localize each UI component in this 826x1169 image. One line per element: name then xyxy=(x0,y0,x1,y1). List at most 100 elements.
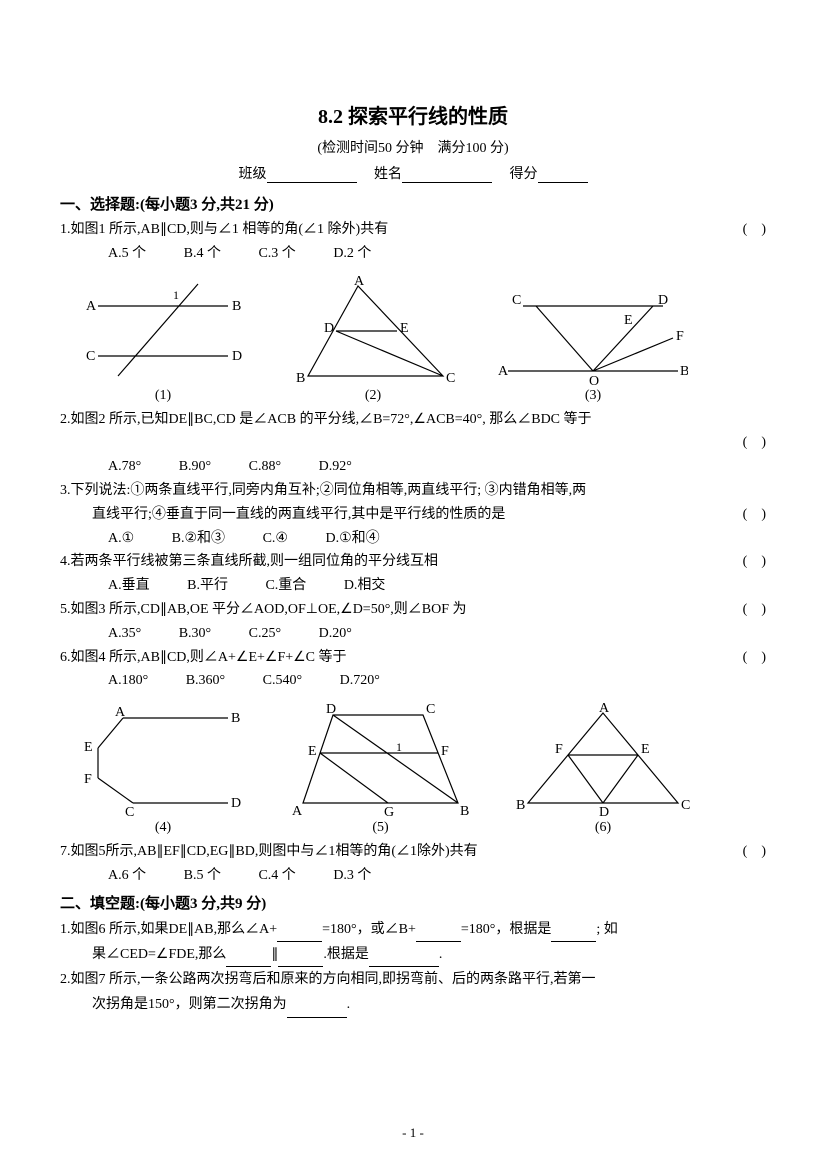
fig4-cap: (4) xyxy=(78,820,248,836)
fig5-cap: (5) xyxy=(288,820,473,836)
q5-options: A.35° B.30° C.25° D.20° xyxy=(60,622,766,646)
s2q1-c: =180°，根据是 xyxy=(461,922,552,937)
q5-paren: ( ) xyxy=(761,598,766,622)
fig6-E: E xyxy=(641,742,650,757)
figures-row-2: A B E F C D (4) D C A B E F G 1 (5) xyxy=(78,703,766,836)
score-label: 得分 xyxy=(510,167,538,182)
fig2-D: D xyxy=(324,321,334,336)
fig1-B: B xyxy=(232,299,241,314)
q2-c: C.88° xyxy=(249,455,281,479)
fig2-svg: A B C D E xyxy=(288,276,458,386)
figure-3: C D A B O E F (3) xyxy=(498,276,688,404)
figures-row-1: A B C D 1 (1) A B C D E (2) C D xyxy=(78,276,766,404)
q3-options: A.① B.②和③ C.④ D.①和④ xyxy=(60,527,766,551)
fig1-C: C xyxy=(86,349,95,364)
q7-d: D.3 个 xyxy=(333,864,371,888)
score-blank xyxy=(538,167,588,183)
form-row: 班级 姓名 得分 xyxy=(60,163,766,183)
q3-c: C.④ xyxy=(263,527,288,551)
fig3-O: O xyxy=(589,374,599,386)
s2-q2-cont: 次拐角是150°，则第二次拐角为. xyxy=(60,992,766,1017)
s2q1-blank4 xyxy=(226,953,271,967)
fig1-cap: (1) xyxy=(78,388,248,404)
s2q1-e: 果∠CED=∠FDE,那么 xyxy=(92,947,226,962)
q2-options: A.78° B.90° C.88° D.92° xyxy=(60,455,766,479)
q1-d: D.2 个 xyxy=(333,242,371,266)
fig3-cap: (3) xyxy=(498,388,688,404)
q3-paren: ( ) xyxy=(743,503,766,527)
fig4-svg: A B E F C D xyxy=(78,703,248,818)
fig5-E: E xyxy=(308,744,317,759)
fig6-C: C xyxy=(681,798,690,813)
fig6-cap: (6) xyxy=(513,820,693,836)
q7: 7.如图5所示,AB∥EF∥CD,EG∥BD,则图中与∠1相等的角(∠1除外)共… xyxy=(60,840,766,864)
section2-header: 二、填空题:(每小题3 分,共9 分) xyxy=(60,892,766,913)
fig4-B: B xyxy=(231,711,240,726)
q6-a: A.180° xyxy=(108,669,148,693)
fig2-C: C xyxy=(446,371,455,386)
fig6-B: B xyxy=(516,798,525,813)
q1-text: 1.如图1 所示,AB∥CD,则与∠1 相等的角(∠1 除外)共有 xyxy=(60,222,388,237)
s2q1-blank3 xyxy=(551,928,596,942)
fig3-D: D xyxy=(658,293,668,308)
fig5-svg: D C A B E F G 1 xyxy=(288,703,473,818)
q4: 4.若两条平行线被第三条直线所截,则一组同位角的平分线互相 ( ) xyxy=(60,550,766,574)
fig5-G: G xyxy=(384,805,394,818)
q6-b: B.360° xyxy=(186,669,225,693)
q7-text: 7.如图5所示,AB∥EF∥CD,EG∥BD,则图中与∠1相等的角(∠1除外)共… xyxy=(60,844,478,859)
q2: 2.如图2 所示,已知DE∥BC,CD 是∠ACB 的平分线,∠B=72°,∠A… xyxy=(60,408,766,432)
q2-paren: ( ) xyxy=(743,431,766,455)
q3-d: D.①和④ xyxy=(325,527,379,551)
fig5-1: 1 xyxy=(396,740,402,754)
q4-c: C.重合 xyxy=(265,574,306,598)
q6-paren: ( ) xyxy=(761,646,766,670)
s2-q1: 1.如图6 所示,如果DE∥AB,那么∠A+=180°，或∠B+=180°，根据… xyxy=(60,917,766,942)
fig6-F: F xyxy=(555,742,563,757)
figure-6: A B C D F E (6) xyxy=(513,703,693,836)
fig6-A: A xyxy=(599,703,610,716)
q6-options: A.180° B.360° C.540° D.720° xyxy=(60,669,766,693)
fig3-A: A xyxy=(498,364,509,379)
q1-b: B.4 个 xyxy=(184,242,221,266)
q4-paren: ( ) xyxy=(761,550,766,574)
figure-5: D C A B E F G 1 (5) xyxy=(288,703,473,836)
q7-b: B.5 个 xyxy=(184,864,221,888)
s2q1-blank5 xyxy=(278,953,323,967)
q2-cont: ( ) xyxy=(60,431,766,455)
q5-b: B.30° xyxy=(179,622,211,646)
fig5-A: A xyxy=(292,804,303,818)
fig4-D: D xyxy=(231,796,241,811)
fig4-A: A xyxy=(115,705,126,720)
fig5-C: C xyxy=(426,703,435,717)
fig3-svg: C D A B O E F xyxy=(498,276,688,386)
s2q1-f: ∥ xyxy=(271,947,278,962)
q5: 5.如图3 所示,CD∥AB,OE 平分∠AOD,OF⊥OE,∠D=50°,则∠… xyxy=(60,598,766,622)
figure-1: A B C D 1 (1) xyxy=(78,276,248,404)
fig3-E: E xyxy=(624,313,633,328)
fig6-svg: A B C D F E xyxy=(513,703,693,818)
fig6-D: D xyxy=(599,805,609,818)
q3-b: B.②和③ xyxy=(172,527,225,551)
s2q1-a: 1.如图6 所示,如果DE∥AB,那么∠A+ xyxy=(60,922,277,937)
q3: 3.下列说法:①两条直线平行,同旁内角互补;②同位角相等,两直线平行; ③内错角… xyxy=(60,479,766,503)
s2q2-blank xyxy=(287,1004,347,1018)
q5-a: A.35° xyxy=(108,622,141,646)
fig4-C: C xyxy=(125,805,134,818)
q1-c: C.3 个 xyxy=(258,242,295,266)
q4-d: D.相交 xyxy=(344,574,386,598)
s2q1-g: .根据是 xyxy=(323,947,369,962)
class-label: 班级 xyxy=(239,167,267,182)
s2-q1-cont: 果∠CED=∠FDE,那么∥.根据是. xyxy=(60,942,766,967)
q3-text: 3.下列说法:①两条直线平行,同旁内角互补;②同位角相等,两直线平行; ③内错角… xyxy=(60,483,586,498)
fig3-C: C xyxy=(512,293,521,308)
s2q1-d: ; 如 xyxy=(596,922,617,937)
q1-paren: ( ) xyxy=(761,218,766,242)
fig1-A: A xyxy=(86,299,97,314)
q4-text: 4.若两条平行线被第三条直线所截,则一组同位角的平分线互相 xyxy=(60,554,438,569)
fig4-F: F xyxy=(84,772,92,787)
fig4-E: E xyxy=(84,740,93,755)
s2q2-b: 次拐角是150°，则第二次拐角为 xyxy=(92,997,287,1012)
q5-c: C.25° xyxy=(249,622,281,646)
q3-cont: 直线平行;④垂直于同一直线的两直线平行,其中是平行线的性质的是 ( ) xyxy=(60,503,766,527)
q2-a: A.78° xyxy=(108,455,141,479)
